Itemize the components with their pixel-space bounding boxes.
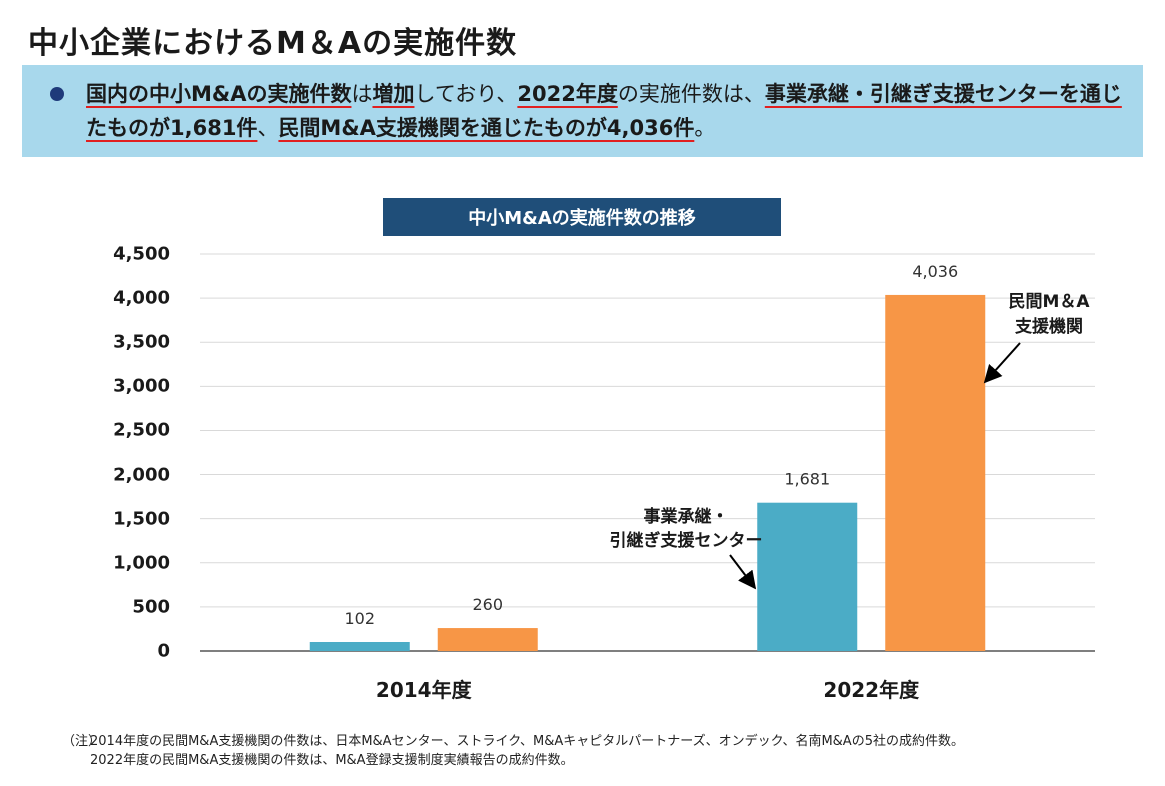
data-label: 1,681 (784, 470, 830, 489)
annotation-private-arrow (983, 342, 1021, 384)
y-tick-label: 2,000 (113, 464, 170, 486)
data-label: 260 (472, 595, 503, 614)
summary-text-2: は (351, 82, 373, 106)
chart-title: 中小M&Aの実施件数の推移 (383, 198, 781, 236)
bar-private-1 (885, 294, 986, 651)
summary-box: 国内の中小M&Aの実施件数は増加しており、2022年度の実施件数は、事業承継・引… (22, 65, 1143, 157)
footnote-line-1: 2014年度の民間M&A支援機関の件数は、日本M&Aセンター、ストライク、M&A… (90, 734, 964, 749)
x-category-label: 2014年度 (376, 678, 473, 702)
summary-text-4: しており、 (414, 82, 518, 106)
y-tick-label: 2,500 (113, 419, 170, 441)
bar-center-0 (309, 642, 410, 651)
annotation-center-arrow (729, 554, 757, 590)
annotation-center-line2: 引継ぎ支援センター (610, 530, 763, 551)
summary-text-8: 、 (257, 116, 279, 140)
bar-center-1 (757, 502, 858, 651)
y-tick-label: 4,500 (113, 243, 170, 265)
y-tick-label: 3,500 (113, 331, 170, 353)
summary-highlight-3: 増加 (372, 82, 415, 106)
data-label: 102 (344, 609, 375, 628)
footnote: （注） 2014年度の民間M&A支援機関の件数は、日本M&Aセンター、ストライク… (62, 732, 964, 770)
y-tick-label: 3,000 (113, 375, 170, 397)
annotation-private-line2: 支援機関 (1015, 316, 1083, 337)
data-label: 4,036 (912, 262, 958, 281)
summary-text-6: の実施件数は、 (617, 82, 765, 106)
bullet-icon (50, 87, 64, 101)
summary-highlight-7: 事業承継・引継ぎ支援センターを通じたものが1,681件 (86, 82, 1122, 140)
footnote-line-2: 2022年度の民間M&A支援機関の件数は、M&A登録支援制度実績報告の成約件数。 (90, 753, 574, 768)
y-tick-label: 4,000 (113, 287, 170, 309)
annotation-private-line1: 民間M＆A (1008, 292, 1090, 312)
y-tick-label: 1,500 (113, 508, 170, 530)
x-category-label: 2022年度 (823, 678, 920, 702)
bar-private-0 (437, 628, 538, 651)
y-tick-label: 500 (132, 596, 170, 618)
y-tick-label: 0 (157, 640, 170, 662)
footnote-prefix: （注） (62, 734, 102, 749)
summary-text: 国内の中小M&Aの実施件数は増加しており、2022年度の実施件数は、事業承継・引… (86, 77, 1126, 145)
annotation-center-line1: 事業承継・ (644, 506, 729, 527)
summary-highlight-9: 民間M&A支援機関を通じたものが4,036件 (278, 116, 695, 140)
summary-highlight-5: 2022年度 (517, 82, 618, 106)
y-tick-label: 1,000 (113, 552, 170, 574)
page-title: 中小企業におけるM＆Aの実施件数 (28, 26, 518, 61)
summary-highlight-1: 国内の中小M&Aの実施件数 (86, 82, 352, 106)
summary-text-10: 。 (694, 116, 716, 140)
